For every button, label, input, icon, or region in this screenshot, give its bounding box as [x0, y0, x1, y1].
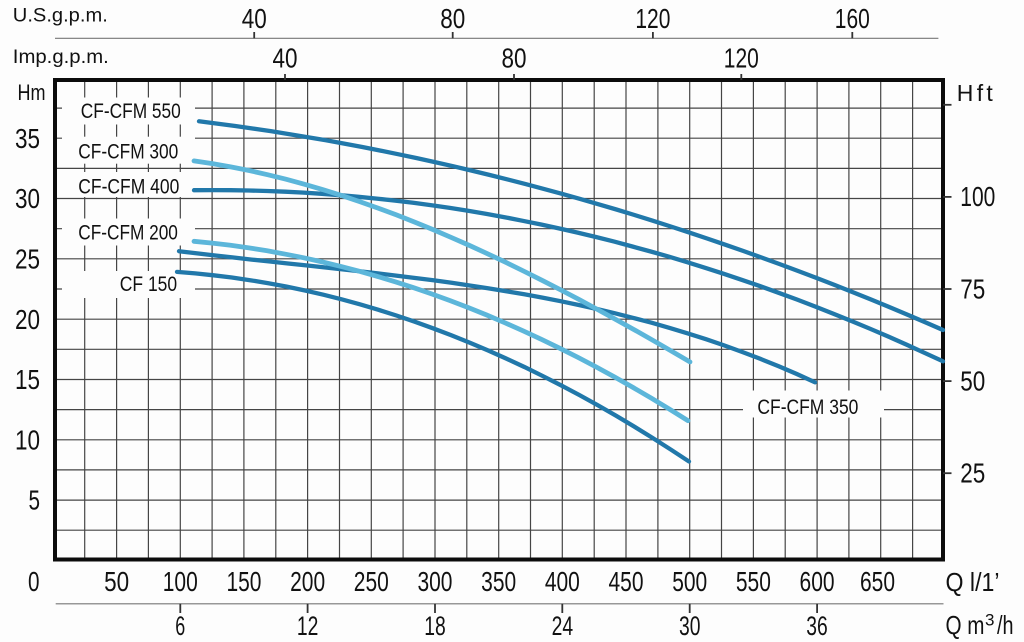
svg-text:200: 200: [290, 566, 325, 597]
svg-text:CF-CFM 550: CF-CFM 550: [81, 100, 181, 123]
svg-text:50: 50: [960, 365, 985, 396]
svg-text:CF-CFM 350: CF-CFM 350: [757, 396, 858, 419]
svg-text:50: 50: [104, 566, 129, 597]
svg-text:40: 40: [273, 43, 298, 74]
svg-text:U.S.g.p.m.: U.S.g.p.m.: [13, 5, 108, 26]
svg-text:120: 120: [724, 43, 759, 74]
svg-text:24: 24: [552, 611, 574, 641]
svg-text:75: 75: [960, 273, 985, 304]
svg-text:160: 160: [835, 3, 870, 34]
svg-text:80: 80: [502, 43, 527, 74]
svg-text:36: 36: [806, 611, 828, 641]
svg-text:10: 10: [15, 424, 40, 455]
svg-text:20: 20: [15, 304, 40, 335]
svg-text:Hm: Hm: [18, 80, 46, 105]
svg-text:100: 100: [960, 181, 995, 212]
svg-text:120: 120: [635, 3, 670, 34]
svg-text:25: 25: [15, 243, 40, 274]
svg-text:30: 30: [679, 611, 701, 641]
svg-text:/h: /h: [997, 610, 1014, 640]
svg-text:300: 300: [417, 566, 452, 597]
svg-text:6: 6: [175, 611, 185, 641]
svg-text:CF 150: CF 150: [120, 273, 177, 296]
svg-text:450: 450: [609, 566, 644, 597]
svg-text:15: 15: [15, 364, 40, 395]
svg-text:500: 500: [672, 566, 707, 597]
svg-text:12: 12: [297, 611, 319, 641]
svg-text:35: 35: [15, 123, 40, 154]
svg-text:250: 250: [354, 566, 389, 597]
svg-text:400: 400: [545, 566, 580, 597]
svg-text:100: 100: [163, 566, 198, 597]
svg-text:80: 80: [440, 3, 465, 34]
svg-text:5: 5: [29, 485, 41, 516]
svg-text:350: 350: [481, 566, 516, 597]
svg-text:25: 25: [960, 458, 985, 489]
svg-text:650: 650: [860, 566, 895, 597]
svg-text:CF-CFM 400: CF-CFM 400: [78, 176, 179, 199]
svg-text:Q m: Q m: [946, 610, 985, 640]
svg-text:600: 600: [800, 566, 835, 597]
svg-text:CF-CFM 200: CF-CFM 200: [78, 222, 178, 245]
svg-text:40: 40: [242, 3, 267, 34]
svg-text:3: 3: [985, 611, 994, 630]
svg-text:18: 18: [424, 611, 446, 641]
svg-text:Imp.g.p.m.: Imp.g.p.m.: [13, 46, 109, 68]
svg-text:CF-CFM 300: CF-CFM 300: [78, 141, 178, 164]
svg-text:150: 150: [226, 566, 261, 597]
svg-text:Q l/1’: Q l/1’: [946, 567, 1000, 597]
svg-text:0: 0: [28, 566, 40, 597]
svg-text:30: 30: [15, 183, 40, 214]
svg-text:550: 550: [736, 566, 771, 597]
